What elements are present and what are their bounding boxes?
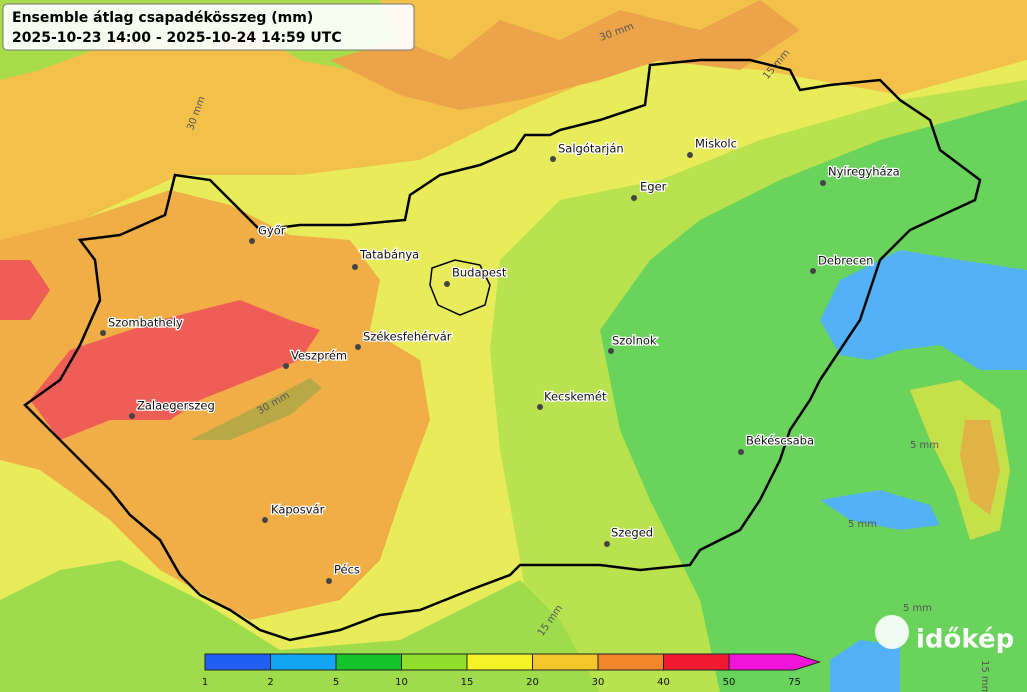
contour-label: 5 mm bbox=[903, 603, 932, 614]
west-orange bbox=[0, 190, 430, 620]
budapest-border bbox=[429, 259, 491, 316]
city-dot bbox=[631, 195, 637, 201]
legend-tick: 40 bbox=[657, 677, 670, 688]
city-dot bbox=[100, 330, 106, 336]
blue-bottom bbox=[830, 640, 900, 692]
city-label: Zalaegerszeg bbox=[137, 399, 215, 413]
contour-label: 5 mm bbox=[848, 519, 877, 530]
legend-tick: 20 bbox=[526, 677, 539, 688]
city-dot bbox=[738, 449, 744, 455]
city-label: Szombathely bbox=[108, 316, 183, 330]
legend-segment bbox=[728, 653, 822, 671]
legend-segment bbox=[401, 653, 468, 671]
city-dot bbox=[608, 348, 614, 354]
city-dot bbox=[249, 238, 255, 244]
legend-segment bbox=[532, 653, 599, 671]
city-label: Debrecen bbox=[818, 254, 873, 268]
legend: 1 2 5 10 15 20 30 40 50 75 bbox=[202, 653, 822, 688]
city-label: Szolnok bbox=[612, 334, 657, 348]
blue-debrecen bbox=[820, 250, 1027, 370]
contour-label: 5 mm bbox=[910, 440, 939, 451]
city-label: Kaposvár bbox=[271, 503, 325, 517]
city-label: Nyíregyháza bbox=[828, 165, 900, 179]
legend-tick: 15 bbox=[461, 677, 474, 688]
legend-tick: 10 bbox=[395, 677, 408, 688]
city-dot bbox=[537, 404, 543, 410]
red-west bbox=[0, 260, 50, 320]
city-label: Tatabánya bbox=[359, 248, 419, 262]
city-dot bbox=[326, 578, 332, 584]
city-label: Budapest bbox=[452, 266, 507, 280]
legend-tick: 1 bbox=[202, 677, 208, 688]
city-dot bbox=[810, 268, 816, 274]
city-dot bbox=[129, 413, 135, 419]
city-dot bbox=[444, 281, 450, 287]
city-label: Szeged bbox=[611, 526, 653, 540]
city-dot bbox=[352, 264, 358, 270]
city-label: Győr bbox=[258, 224, 286, 238]
red-core bbox=[30, 300, 320, 440]
city-dot bbox=[820, 180, 826, 186]
legend-segment bbox=[270, 653, 337, 671]
city-dot bbox=[355, 344, 361, 350]
legend-segment bbox=[335, 653, 402, 671]
legend-tick: 75 bbox=[788, 677, 801, 688]
city-label: Eger bbox=[640, 180, 667, 194]
logo-icon bbox=[875, 615, 909, 649]
north-band bbox=[0, 0, 1027, 240]
legend-tick: 5 bbox=[333, 677, 339, 688]
east-orange bbox=[960, 420, 1000, 515]
legend-segment bbox=[597, 653, 664, 671]
city-label: Salgótarján bbox=[558, 142, 624, 156]
legend-tick: 2 bbox=[267, 677, 273, 688]
city-dot bbox=[283, 363, 289, 369]
legend-tick: 30 bbox=[592, 677, 605, 688]
title-bg bbox=[2, 3, 415, 51]
city-label: Miskolc bbox=[695, 137, 737, 151]
legend-tick: 50 bbox=[723, 677, 736, 688]
city-label: Békéscsaba bbox=[746, 434, 814, 448]
olive-patch bbox=[190, 378, 322, 440]
city-dot bbox=[687, 152, 693, 158]
city-label: Székesfehérvár bbox=[363, 330, 452, 344]
cities: Győr Tatabánya Budapest Salgótarján Misk… bbox=[100, 135, 901, 584]
north-orange bbox=[330, 0, 800, 110]
blue-south bbox=[820, 490, 940, 530]
contour-label: 15 mm bbox=[979, 660, 990, 692]
city-dot bbox=[604, 541, 610, 547]
title: Ensemble átlag csapadékösszeg (mm) bbox=[12, 10, 313, 26]
east-green bbox=[600, 100, 1027, 692]
subtitle: 2025-10-23 14:00 - 2025-10-24 14:59 UTC bbox=[12, 30, 342, 46]
city-label: Kecskemét bbox=[544, 390, 607, 404]
legend-segment bbox=[204, 653, 271, 671]
city-label: Veszprém bbox=[291, 349, 347, 363]
city-label: Pécs bbox=[334, 563, 360, 577]
city-dot bbox=[550, 156, 556, 162]
legend-segment bbox=[663, 653, 730, 671]
legend-segment bbox=[466, 653, 533, 671]
hungary-border bbox=[23, 58, 982, 642]
city-dot bbox=[262, 517, 268, 523]
logo-text: időkép bbox=[916, 625, 1014, 655]
logo: időkép bbox=[875, 615, 1014, 655]
title-box: Ensemble átlag csapadékösszeg (mm) 2025-… bbox=[2, 3, 415, 51]
